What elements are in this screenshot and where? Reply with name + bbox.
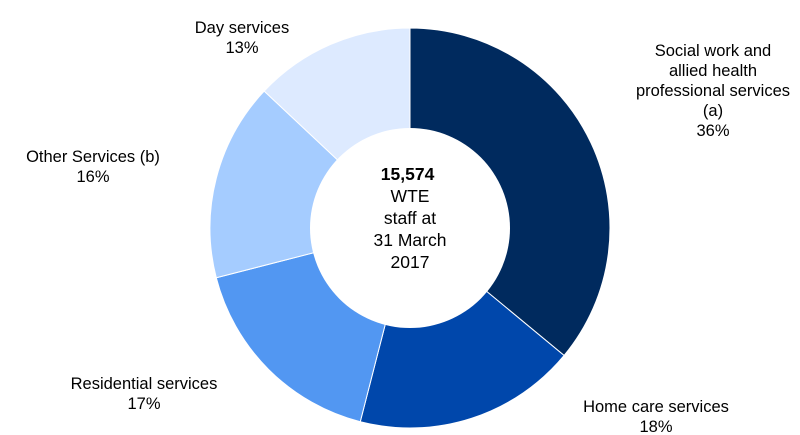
slice-category-label: Other Services (b) xyxy=(26,148,160,166)
slice-category-label: Social work and xyxy=(655,42,771,60)
slice-label-0: Social work and allied health professional… xyxy=(636,42,790,140)
slice-value-label: 17% xyxy=(127,395,160,413)
slice-category-label: Day services xyxy=(195,19,289,37)
center-summary-text: 15,574 WTE staff at 31 March 2017 xyxy=(374,164,447,272)
slice-value-label: 16% xyxy=(76,168,109,186)
center-text-line: WTE xyxy=(391,186,430,206)
slice-value-label: 13% xyxy=(225,39,258,57)
slice-0 xyxy=(409,27,611,357)
donut-center-hole xyxy=(310,128,510,328)
center-total-value: 15,574 xyxy=(381,164,435,184)
slice-value-label: 36% xyxy=(696,122,729,140)
slice-labels: Social work and allied health professional… xyxy=(26,19,790,435)
slice-category-label: allied health xyxy=(669,62,757,80)
slice-value-label: 18% xyxy=(639,418,672,435)
slice-category-label: Home care services xyxy=(583,398,729,416)
slice-category-label: Residential services xyxy=(71,375,218,393)
center-text-line: staff at xyxy=(384,208,436,228)
slice-label-2: Residential services 17% xyxy=(71,375,218,413)
center-text-line: 31 March xyxy=(374,230,447,250)
slice-category-label: professional services xyxy=(636,82,790,100)
slice-label-3: Other Services (b) 16% xyxy=(26,148,160,186)
slice-label-1: Home care services 18% xyxy=(583,398,729,435)
slice-category-label: (a) xyxy=(703,102,723,120)
slice-label-4: Day services 13% xyxy=(195,19,289,57)
center-text-line: 2017 xyxy=(391,252,430,272)
